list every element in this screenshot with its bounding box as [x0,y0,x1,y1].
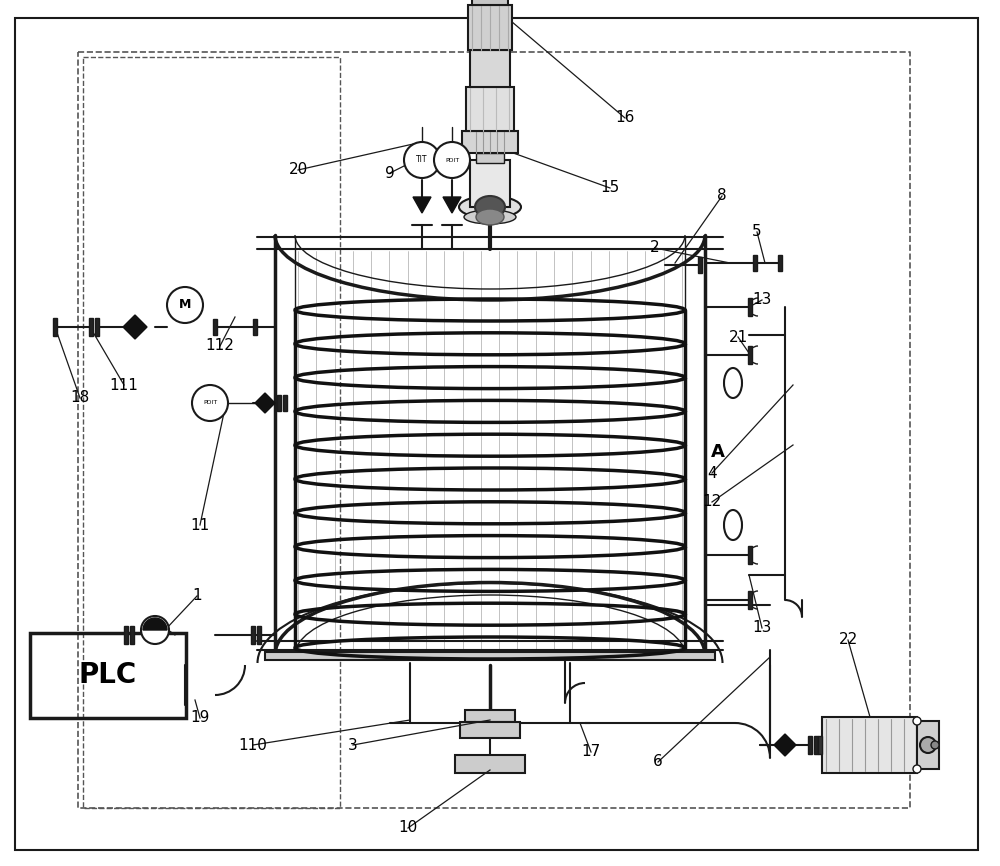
Bar [462,131,518,153]
Bar [465,710,515,722]
Bar [130,626,134,644]
Ellipse shape [459,196,521,218]
Bar [455,755,525,773]
Bar [251,626,255,644]
Text: 8: 8 [717,189,727,204]
Bar [917,721,939,769]
Polygon shape [413,197,431,213]
Bar [753,255,757,271]
Text: 1: 1 [192,589,202,604]
Bar [476,153,504,163]
Bar [89,318,93,336]
Text: 110: 110 [239,738,267,753]
Bar [30,633,186,718]
Bar [748,591,752,609]
Text: 17: 17 [581,745,601,759]
Text: 11: 11 [190,518,210,533]
Circle shape [920,737,936,753]
Bar [283,395,287,411]
Bar [460,722,520,738]
Polygon shape [255,393,275,413]
Text: 4: 4 [707,466,717,481]
Text: PLC: PLC [79,661,137,689]
Text: 22: 22 [838,632,858,648]
Text: 3: 3 [348,738,358,753]
Text: 2: 2 [650,241,660,255]
Polygon shape [123,315,147,339]
Bar [748,346,752,364]
Text: 111: 111 [110,378,138,392]
Ellipse shape [475,196,505,218]
Polygon shape [774,734,796,756]
Ellipse shape [464,210,516,224]
Text: PDIT: PDIT [203,400,217,405]
Bar [472,0,508,5]
Text: 20: 20 [288,163,308,178]
Circle shape [141,616,169,644]
Bar [748,546,752,564]
Bar [814,736,818,754]
Bar [748,298,752,316]
Text: 5: 5 [752,224,762,240]
Bar [470,50,510,87]
Text: 112: 112 [206,339,234,353]
Bar [778,255,782,271]
Text: 12: 12 [702,494,722,509]
Bar [124,626,128,644]
Text: M: M [179,299,191,312]
Text: 6: 6 [653,754,663,770]
Bar [818,736,822,754]
Bar [822,717,917,773]
Bar [808,736,812,754]
Text: 18: 18 [70,391,90,405]
Bar [470,160,510,207]
Text: 15: 15 [600,180,620,196]
Text: 10: 10 [398,820,418,836]
Bar [265,652,715,660]
Wedge shape [143,618,167,630]
Bar [468,5,512,50]
Text: TIT: TIT [416,156,428,165]
Bar [466,87,514,131]
Bar [53,318,57,336]
Text: 9: 9 [385,165,395,180]
Circle shape [404,142,440,178]
Text: 13: 13 [752,293,772,307]
Text: PDIT: PDIT [445,158,459,163]
Circle shape [913,717,921,725]
Circle shape [167,287,203,323]
Bar [277,395,281,411]
Text: A: A [711,443,725,461]
Ellipse shape [476,209,504,225]
Text: 21: 21 [728,329,748,345]
Bar [698,257,702,273]
Bar [253,319,257,335]
Circle shape [931,741,939,749]
Bar [213,319,217,335]
Circle shape [192,385,228,421]
Circle shape [434,142,470,178]
Text: 19: 19 [190,710,210,726]
Polygon shape [443,197,461,213]
Bar [95,318,99,336]
Text: 13: 13 [752,621,772,636]
Text: 16: 16 [615,111,635,126]
Circle shape [913,765,921,773]
Bar [257,626,261,644]
